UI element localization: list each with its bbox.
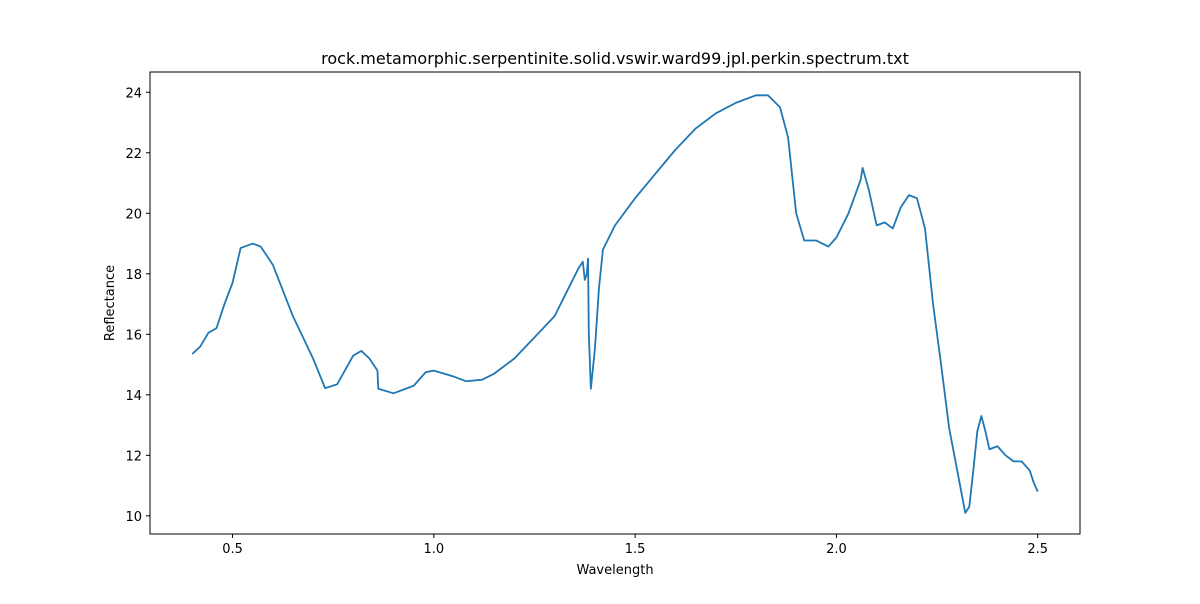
plot-frame: [149, 71, 1081, 535]
x-tick-label: 1.5: [625, 542, 646, 557]
x-tick-label: 1.0: [423, 542, 444, 557]
y-tick-label: 20: [125, 207, 142, 222]
y-tick-label: 16: [125, 328, 142, 343]
x-tick-label: 2.0: [826, 542, 847, 557]
y-tick-label: 10: [125, 510, 142, 525]
y-axis-label: Reflectance: [103, 265, 118, 341]
chart-title: rock.metamorphic.serpentinite.solid.vswi…: [321, 49, 909, 68]
y-tick-label: 22: [125, 147, 142, 162]
y-tick-label: 18: [125, 268, 142, 283]
spectrum-line: [191, 94, 1039, 514]
x-tick-label: 2.5: [1027, 542, 1048, 557]
x-tick-label: 0.5: [222, 542, 243, 557]
y-tick-label: 24: [125, 86, 142, 101]
x-axis-label: Wavelength: [576, 563, 653, 578]
y-tick-label: 12: [125, 449, 142, 464]
y-tick-label: 14: [125, 389, 142, 404]
